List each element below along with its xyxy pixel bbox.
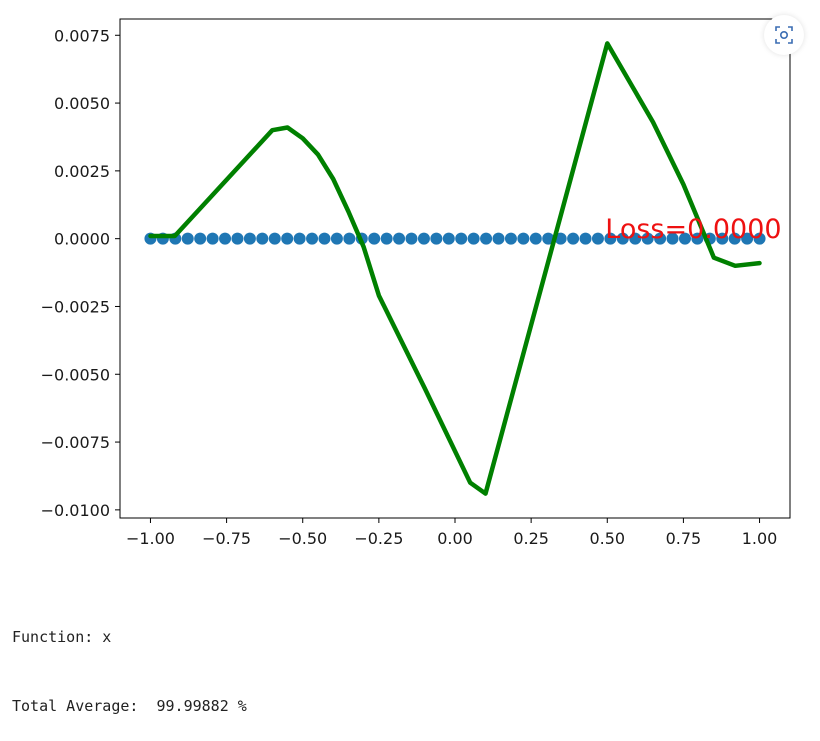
scatter-point (678, 232, 691, 245)
scatter-point (616, 232, 629, 245)
scatter-point (281, 232, 294, 245)
x-tick-label: −1.00 (126, 529, 175, 548)
chart-svg: −1.00 −0.75 −0.50 −0.25 0.00 0.25 0.50 0.75 1.00… (41, 18, 791, 548)
scatter-point (517, 232, 530, 245)
x-tick-label: −0.50 (278, 529, 327, 548)
scatter-point (741, 232, 754, 245)
scatter-point (504, 232, 517, 245)
scatter-point (728, 232, 741, 245)
scatter-point (306, 232, 319, 245)
scatter-point (691, 232, 704, 245)
x-tick-label: −0.25 (354, 529, 403, 548)
scatter-point (256, 232, 269, 245)
x-tick-label: 0.75 (666, 529, 702, 548)
scatter-point (467, 232, 480, 245)
scatter-point (529, 232, 542, 245)
y-tick-label: 0.0050 (54, 94, 110, 113)
scatter-point (542, 232, 555, 245)
scatter-point (753, 232, 766, 245)
y-tick-label: 0.0025 (54, 162, 110, 181)
cell-output: Function: x Total Average: 99.99882 % (12, 580, 247, 741)
model-line (148, 41, 762, 496)
scatter-point (181, 232, 194, 245)
scatter-point (206, 232, 219, 245)
x-tick-label: 0.50 (589, 529, 625, 548)
x-tick-label: 1.00 (742, 529, 778, 548)
scatter-point (442, 232, 455, 245)
scatter-point (716, 232, 729, 245)
y-tick-label: −0.0100 (41, 501, 110, 520)
scatter-point (405, 232, 418, 245)
scatter-point (318, 232, 331, 245)
scatter-point (480, 232, 493, 245)
scatter-point (629, 232, 642, 245)
y-tick-label: 0.0000 (54, 230, 110, 249)
y-tick-label: −0.0075 (41, 433, 110, 452)
scatter-point (455, 232, 468, 245)
scatter-point (567, 232, 580, 245)
scatter-point (243, 232, 256, 245)
x-tick-label: 0.25 (513, 529, 549, 548)
scatter-point (604, 232, 617, 245)
scatter-point (641, 232, 654, 245)
x-tick-label: 0.00 (437, 529, 473, 548)
scatter-point (231, 232, 244, 245)
scatter-point (554, 232, 567, 245)
scatter-point (579, 232, 592, 245)
scatter-point (293, 232, 306, 245)
copy-image-button[interactable] (764, 15, 804, 55)
scatter-point (343, 232, 356, 245)
y-tick-label: −0.0050 (41, 365, 110, 384)
chart-container: −1.00 −0.75 −0.50 −0.25 0.00 0.25 0.50 0.75 1.00… (40, 15, 804, 548)
copy-image-icon (775, 26, 793, 44)
scatter-point (219, 232, 232, 245)
loss-annotation: Loss=0.0000 (605, 214, 781, 245)
scatter-point (194, 232, 207, 245)
scatter-point (330, 232, 343, 245)
function-line: Function: x (12, 628, 112, 646)
scatter-point (430, 232, 443, 245)
scatter-point (666, 232, 679, 245)
total-average-line: Total Average: 99.99882 % (12, 697, 247, 715)
scatter-point (368, 232, 381, 245)
y-tick-label: −0.0025 (41, 297, 110, 316)
scatter-point (393, 232, 406, 245)
scatter-point (417, 232, 430, 245)
scatter-point (492, 232, 505, 245)
scatter-point (380, 232, 393, 245)
plot-frame (119, 18, 791, 519)
scatter-point (268, 232, 281, 245)
scatter-point (654, 232, 667, 245)
scatter-point (591, 232, 604, 245)
y-tick-label: 0.0075 (54, 26, 110, 45)
x-tick-label: −0.75 (202, 529, 251, 548)
